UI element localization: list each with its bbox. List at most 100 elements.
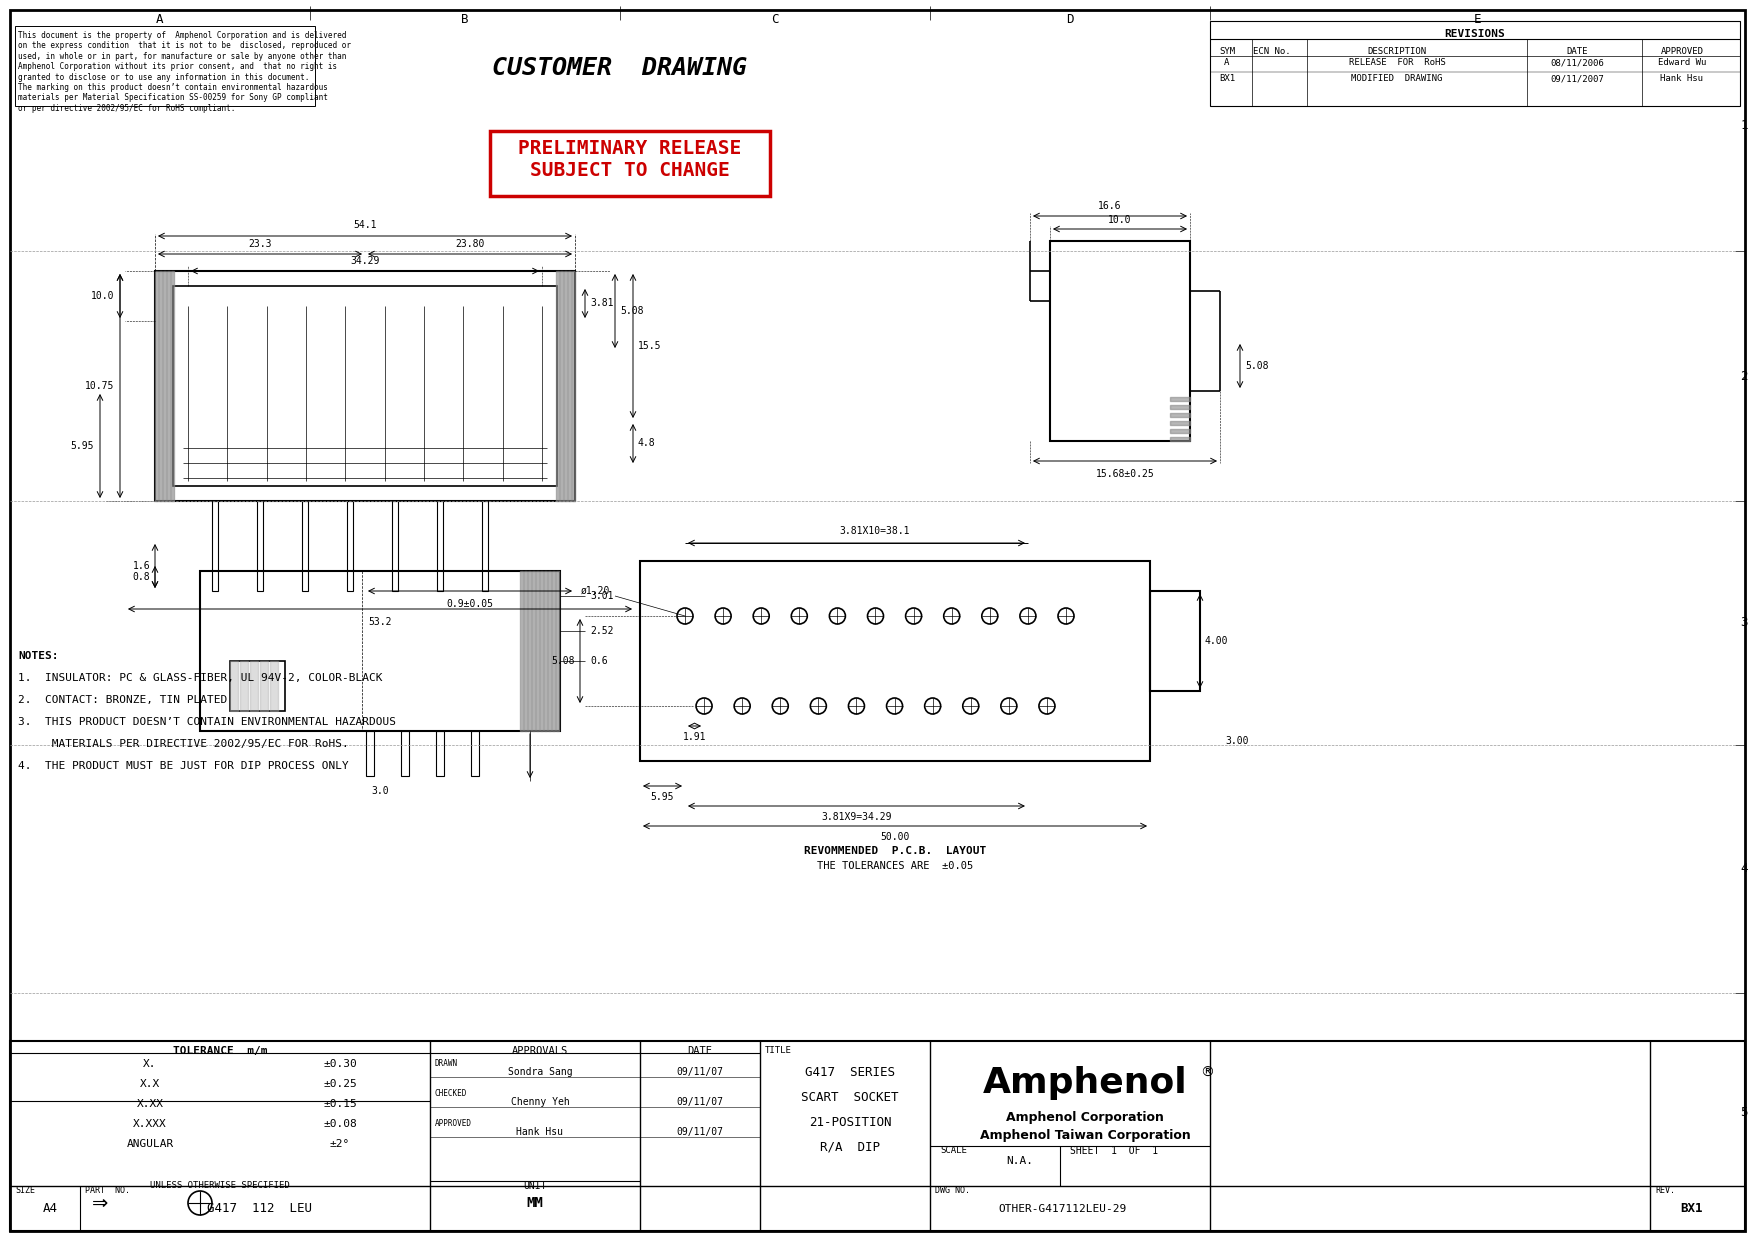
Text: MODIFIED  DRAWING: MODIFIED DRAWING <box>1351 74 1443 83</box>
Polygon shape <box>572 271 576 501</box>
Polygon shape <box>240 661 247 711</box>
Text: 09/11/07: 09/11/07 <box>676 1097 723 1107</box>
Text: 2.52: 2.52 <box>590 625 614 635</box>
Polygon shape <box>270 661 277 711</box>
Text: 10.0: 10.0 <box>1107 215 1132 225</box>
Text: 4: 4 <box>1741 862 1748 875</box>
Text: 1.  INSULATOR: PC & GLASS-FIBER, UL 94V-2, COLOR-BLACK: 1. INSULATOR: PC & GLASS-FIBER, UL 94V-2… <box>18 673 383 683</box>
Text: ±2°: ±2° <box>330 1139 351 1149</box>
Text: 0.9±0.05: 0.9±0.05 <box>446 599 493 609</box>
Polygon shape <box>1171 413 1190 417</box>
Text: TOLERANCE  m/m: TOLERANCE m/m <box>172 1046 267 1056</box>
Text: CHECKED: CHECKED <box>435 1090 467 1098</box>
Text: ±0.25: ±0.25 <box>323 1078 356 1090</box>
Text: 3: 3 <box>1741 617 1748 629</box>
Bar <box>212 501 218 591</box>
Text: MM: MM <box>526 1196 544 1210</box>
Text: A4: A4 <box>42 1203 58 1215</box>
Text: A: A <box>1225 58 1230 67</box>
Text: ø1.20: ø1.20 <box>581 586 611 596</box>
Polygon shape <box>170 271 174 501</box>
Text: TITLE: TITLE <box>765 1046 792 1055</box>
Text: 54.1: 54.1 <box>353 220 377 230</box>
Text: G417  SERIES: G417 SERIES <box>806 1066 895 1078</box>
Text: ±0.30: ±0.30 <box>323 1059 356 1069</box>
Polygon shape <box>544 571 548 731</box>
Text: REV.: REV. <box>1655 1186 1674 1195</box>
Polygon shape <box>1171 405 1190 410</box>
Text: 34.29: 34.29 <box>351 256 379 266</box>
Text: 1.6: 1.6 <box>132 561 149 571</box>
Bar <box>347 501 353 591</box>
Text: APPROVED: APPROVED <box>435 1119 472 1128</box>
Text: 4.8: 4.8 <box>639 438 656 448</box>
Polygon shape <box>560 271 563 501</box>
Text: CUSTOMER  DRAWING: CUSTOMER DRAWING <box>493 56 748 79</box>
Text: THE TOLERANCES ARE  ±0.05: THE TOLERANCES ARE ±0.05 <box>816 861 972 871</box>
Bar <box>256 501 263 591</box>
Text: Amphenol: Amphenol <box>983 1066 1188 1100</box>
Text: R/A  DIP: R/A DIP <box>820 1140 879 1154</box>
Text: 15.68±0.25: 15.68±0.25 <box>1095 469 1155 479</box>
Text: 21-POSITION: 21-POSITION <box>809 1116 892 1129</box>
Text: X.X: X.X <box>140 1078 160 1090</box>
Text: 09/11/07: 09/11/07 <box>676 1127 723 1137</box>
Text: DESCRIPTION: DESCRIPTION <box>1367 47 1427 56</box>
Text: MATERIALS PER DIRECTIVE 2002/95/EC FOR RoHS.: MATERIALS PER DIRECTIVE 2002/95/EC FOR R… <box>18 738 349 750</box>
Text: ⇒: ⇒ <box>91 1194 109 1212</box>
Text: DWG NO.: DWG NO. <box>935 1186 971 1195</box>
Polygon shape <box>569 271 570 501</box>
Text: UNIT: UNIT <box>523 1181 548 1191</box>
Text: Chenny Yeh: Chenny Yeh <box>511 1097 569 1107</box>
Bar <box>435 731 444 776</box>
Text: N.A.: N.A. <box>1007 1157 1034 1167</box>
Bar <box>174 285 556 486</box>
Text: 53.2: 53.2 <box>369 617 391 627</box>
Text: PART  NO.: PART NO. <box>84 1186 130 1195</box>
Text: 16.6: 16.6 <box>1099 201 1121 211</box>
Polygon shape <box>525 571 526 731</box>
Text: E: E <box>1474 12 1481 26</box>
Text: UNLESS OTHERWISE SPECIFIED: UNLESS OTHERWISE SPECIFIED <box>151 1181 290 1190</box>
Text: ±0.15: ±0.15 <box>323 1100 356 1109</box>
Text: 3.01: 3.01 <box>590 591 614 601</box>
Text: 0.6: 0.6 <box>590 656 607 666</box>
Text: APPROVALS: APPROVALS <box>512 1046 569 1056</box>
Text: 23.3: 23.3 <box>247 240 272 249</box>
Text: DRAWN: DRAWN <box>435 1059 458 1069</box>
Polygon shape <box>556 571 560 731</box>
Text: 5.08: 5.08 <box>551 656 576 666</box>
Text: 10.75: 10.75 <box>84 381 114 391</box>
Text: 5.95: 5.95 <box>651 792 674 802</box>
Text: 3.00: 3.00 <box>1225 736 1248 746</box>
Text: 2: 2 <box>1741 370 1748 382</box>
Text: 4.  THE PRODUCT MUST BE JUST FOR DIP PROCESS ONLY: 4. THE PRODUCT MUST BE JUST FOR DIP PROC… <box>18 761 349 771</box>
Text: SHEET  1  OF  1: SHEET 1 OF 1 <box>1071 1145 1158 1157</box>
Bar <box>302 501 307 591</box>
Bar <box>400 731 409 776</box>
Bar <box>470 731 479 776</box>
Text: 10.0: 10.0 <box>91 290 114 302</box>
Polygon shape <box>528 571 532 731</box>
Text: RELEASE  FOR  RoHS: RELEASE FOR RoHS <box>1348 58 1446 67</box>
Text: 3.81X9=34.29: 3.81X9=34.29 <box>821 812 892 822</box>
Text: 2.  CONTACT: BRONZE, TIN PLATED: 2. CONTACT: BRONZE, TIN PLATED <box>18 695 226 705</box>
Polygon shape <box>519 571 523 731</box>
Text: X.XX: X.XX <box>137 1100 163 1109</box>
Text: PRELIMINARY RELEASE
SUBJECT TO CHANGE: PRELIMINARY RELEASE SUBJECT TO CHANGE <box>518 139 742 180</box>
Text: X.XXX: X.XXX <box>133 1119 167 1129</box>
Text: SIZE: SIZE <box>16 1186 35 1195</box>
Polygon shape <box>541 571 542 731</box>
Bar <box>154 271 576 501</box>
Text: 1.91: 1.91 <box>683 732 706 742</box>
Text: Sondra Sang: Sondra Sang <box>507 1067 572 1077</box>
Text: 3.  THIS PRODUCT DOESN’T CONTAIN ENVIRONMENTAL HAZARDOUS: 3. THIS PRODUCT DOESN’T CONTAIN ENVIRONM… <box>18 717 397 727</box>
Polygon shape <box>548 571 551 731</box>
Text: This document is the property of  Amphenol Corporation and is delivered
on the e: This document is the property of Ampheno… <box>18 31 351 113</box>
Text: B: B <box>462 12 469 26</box>
Polygon shape <box>1171 421 1190 424</box>
Bar <box>641 561 1150 761</box>
Text: BX1: BX1 <box>1681 1203 1704 1215</box>
Text: Hank Hsu: Hank Hsu <box>1660 74 1704 83</box>
Text: 23.80: 23.80 <box>455 240 484 249</box>
